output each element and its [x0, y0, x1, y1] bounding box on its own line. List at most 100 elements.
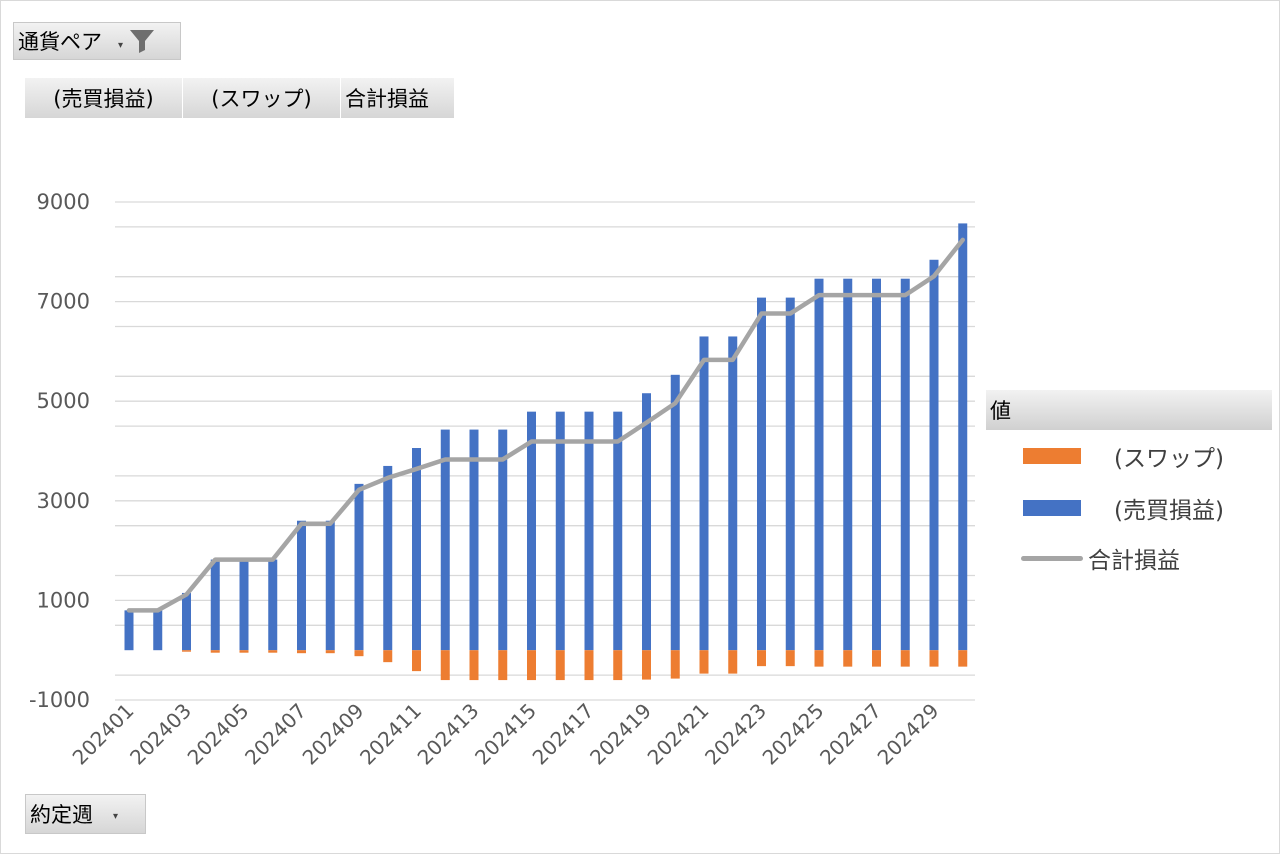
series-field-buttons: (売買損益) (スワップ) 合計損益: [25, 78, 455, 118]
y-tick-label: 9000: [37, 190, 90, 214]
trade-bar: [958, 223, 968, 651]
trade-bar: [124, 610, 134, 651]
x-tick-label: 202419: [585, 699, 656, 770]
x-tick-label: 202417: [528, 699, 599, 770]
y-tick-label: 1000: [37, 588, 90, 612]
funnel-filter-icon[interactable]: [129, 28, 155, 54]
x-tick-label: 202405: [183, 699, 254, 770]
swap-bar: [670, 650, 680, 679]
trade-bar: [182, 592, 191, 651]
trade-bar: [354, 483, 364, 651]
swap-bar: [699, 650, 709, 674]
trade-bar: [843, 278, 853, 651]
trade-bar: [728, 336, 738, 651]
trade-bar: [584, 411, 594, 651]
swap-bar: [239, 650, 249, 653]
swap-bar: [728, 650, 738, 674]
swap-bar: [297, 650, 306, 654]
swap-bar: [785, 650, 795, 667]
series-field-trade[interactable]: (売買損益): [25, 78, 183, 118]
y-tick-label: -1000: [29, 688, 90, 712]
legend-item[interactable]: (売買損益): [986, 492, 1272, 524]
x-tick-label: 202407: [240, 699, 311, 770]
trade-bar: [613, 411, 623, 651]
trade-bar: [872, 278, 881, 651]
axis-field-label: 約定週: [30, 803, 93, 827]
x-tick-label: 202411: [355, 699, 426, 770]
trade-bar: [383, 465, 393, 651]
legend-item-label: 合計損益: [1088, 548, 1180, 574]
trade-bar: [555, 411, 565, 651]
x-tick-label: 202425: [758, 699, 829, 770]
swap-bar: [498, 650, 508, 681]
swap-bar: [642, 650, 651, 680]
swap-bar: [584, 650, 594, 681]
trade-bar: [642, 393, 651, 651]
y-tick-label: 7000: [37, 290, 90, 314]
legend-item[interactable]: 合計損益: [986, 542, 1272, 574]
trade-bar: [757, 297, 766, 651]
legend-item[interactable]: (スワップ): [986, 440, 1272, 472]
y-tick-label: 5000: [37, 389, 90, 413]
filter-field-button[interactable]: 通貨ペア ▾: [13, 22, 181, 60]
dropdown-arrow-icon[interactable]: ▾: [113, 810, 119, 822]
legend-item-label: (売買損益): [1114, 498, 1224, 524]
trade-bar: [268, 559, 278, 651]
x-tick-label: 202421: [643, 699, 714, 770]
swap-bar: [182, 650, 191, 652]
swap-bar: [469, 650, 479, 681]
swap-bar: [527, 650, 536, 681]
legend-line-swatch: [1021, 556, 1083, 561]
x-tick-label: 202403: [125, 699, 196, 770]
legend: 値: [986, 390, 1272, 430]
swap-bar: [555, 650, 565, 681]
x-tick-label: 202423: [700, 699, 771, 770]
y-tick-label: 3000: [37, 489, 90, 513]
trade-bar: [929, 259, 939, 651]
filter-field-label: 通貨ペア: [18, 30, 102, 54]
swap-bar: [354, 650, 364, 657]
series-field-total[interactable]: 合計損益: [341, 78, 455, 118]
legend-bar-swatch: [1023, 500, 1081, 516]
swap-bar: [440, 650, 450, 681]
swap-bar: [412, 650, 421, 672]
swap-bar: [814, 650, 824, 667]
swap-bar: [900, 650, 910, 667]
x-tick-label: 202415: [470, 699, 541, 770]
swap-bar: [268, 650, 278, 653]
trade-bar: [440, 429, 450, 651]
swap-bar: [383, 650, 393, 663]
trade-bar: [153, 610, 163, 651]
swap-bar: [958, 650, 968, 667]
swap-bar: [325, 650, 335, 654]
axis-field-button[interactable]: 約定週 ▾: [25, 794, 146, 834]
swap-bar: [757, 650, 766, 667]
swap-bar: [872, 650, 881, 667]
x-tick-label: 202409: [298, 699, 369, 770]
legend-item-label: (スワップ): [1114, 446, 1224, 472]
trade-bar: [297, 520, 306, 651]
dropdown-arrow-icon[interactable]: ▾: [118, 39, 124, 51]
total-line: [126, 237, 965, 613]
trade-bar: [814, 278, 824, 651]
trade-bar: [239, 559, 249, 651]
swap-bar: [843, 650, 853, 667]
x-tick-label: 202413: [413, 699, 484, 770]
swap-bar: [613, 650, 623, 681]
series-field-swap[interactable]: (スワップ): [183, 78, 341, 118]
trade-bar: [412, 448, 421, 651]
trade-bar: [785, 297, 795, 651]
trade-bar: [469, 429, 479, 651]
x-tick-label: 202427: [815, 699, 886, 770]
trade-bar: [498, 429, 508, 651]
trade-bar: [900, 278, 910, 651]
trade-bar: [670, 374, 680, 651]
trade-bar: [325, 520, 335, 651]
trade-bar: [699, 336, 709, 651]
legend-title: 値: [986, 390, 1272, 430]
trade-bar: [527, 411, 536, 651]
swap-bar: [210, 650, 220, 653]
trade-bar: [210, 559, 220, 651]
x-tick-label: 202429: [873, 699, 944, 770]
